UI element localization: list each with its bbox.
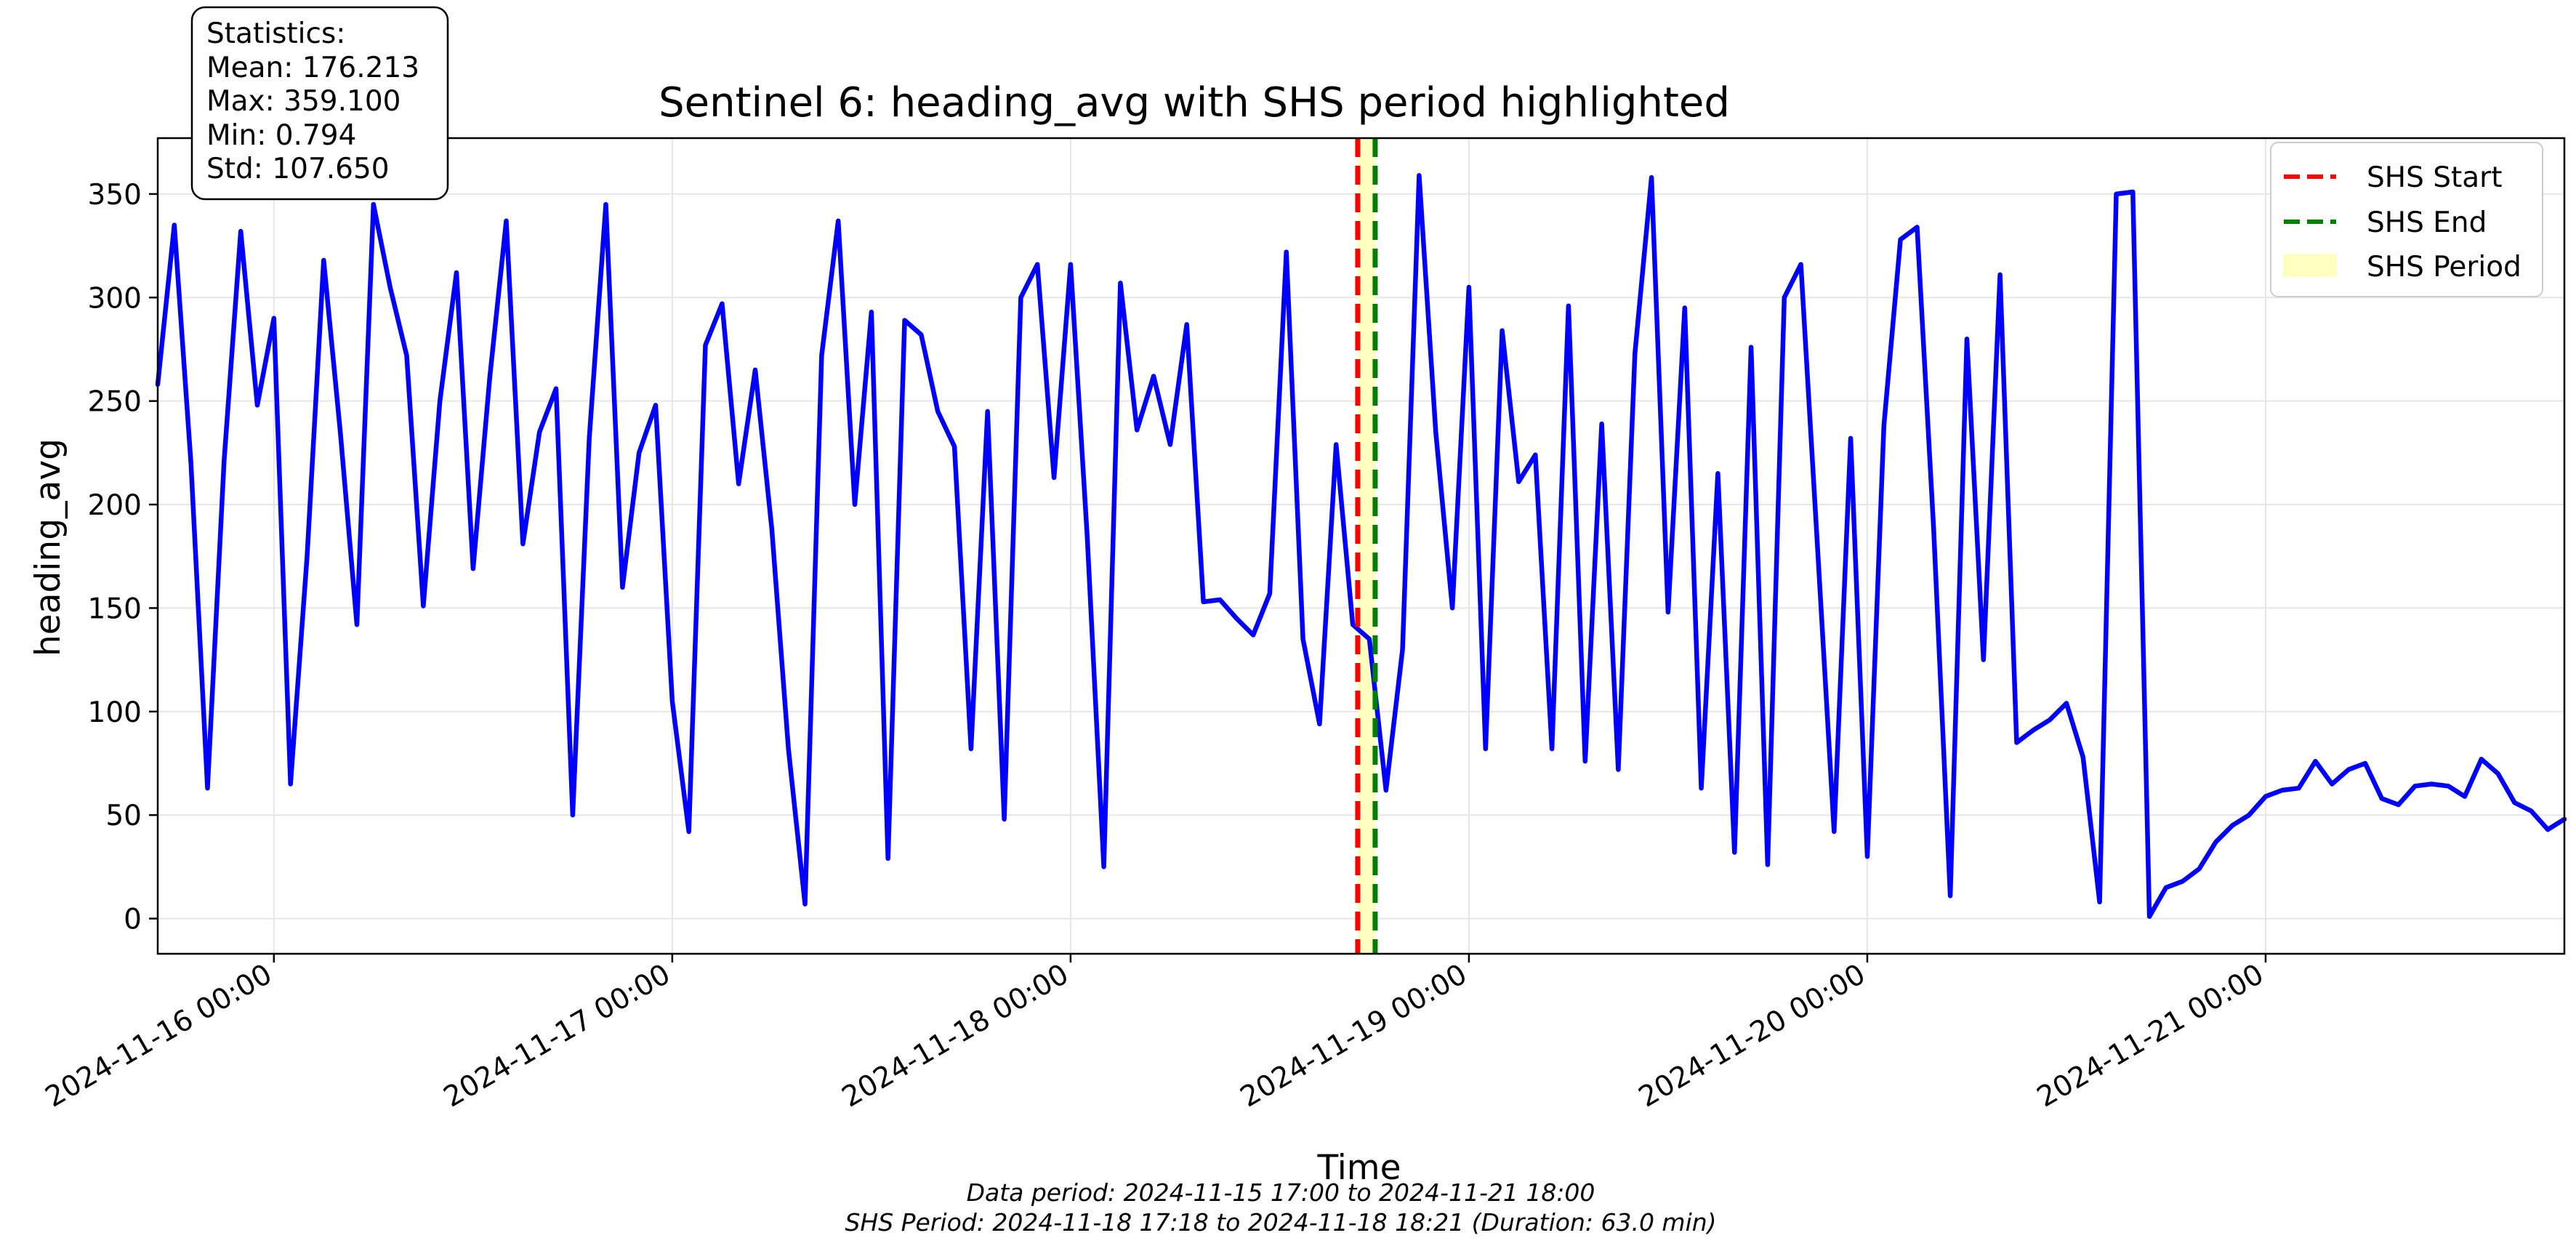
- x-tick-label: 2024-11-18 00:00: [837, 958, 1074, 1114]
- legend-swatch-shs-period: [2283, 254, 2337, 277]
- y-tick-label: 300: [88, 282, 142, 315]
- legend-box: [2270, 142, 2543, 297]
- footnote-data-period: Data period: 2024-11-15 17:00 to 2024-11…: [967, 1178, 1595, 1207]
- legend-label-shs-period: SHS Period: [2367, 251, 2521, 284]
- y-tick-label: 50: [105, 800, 142, 832]
- chart-title: Sentinel 6: heading_avg with SHS period …: [659, 79, 1730, 126]
- stats-std: Std: 107.650: [206, 153, 390, 185]
- y-tick-label: 0: [124, 904, 142, 936]
- stats-min: Min: 0.794: [206, 119, 356, 152]
- stats-title: Statistics:: [206, 17, 345, 50]
- x-tick-label: 2024-11-16 00:00: [40, 958, 278, 1114]
- x-axis-label: Time: [1316, 1148, 1401, 1188]
- legend: SHS Start SHS End SHS Period: [2270, 142, 2543, 297]
- data-layer: [155, 173, 2567, 919]
- stats-max: Max: 359.100: [206, 85, 401, 118]
- statistics-box: Statistics: Mean: 176.213 Max: 359.100 M…: [190, 6, 449, 201]
- legend-label-shs-start: SHS Start: [2367, 161, 2503, 194]
- statistics-box-frame: [190, 6, 449, 201]
- legend-label-shs-end: SHS End: [2367, 206, 2487, 239]
- y-axis-label: heading_avg: [28, 438, 68, 656]
- footnote-shs-period: SHS Period: 2024-11-18 17:18 to 2024-11-…: [845, 1208, 1716, 1237]
- y-tick-label: 150: [88, 592, 142, 625]
- x-tick-label: 2024-11-19 00:00: [1235, 958, 1473, 1114]
- stats-mean: Mean: 176.213: [206, 52, 419, 84]
- axis-ticks: 0 50 100 150 200 250 300 350 2024-11-16 00:00 202…: [40, 179, 2269, 1114]
- y-tick-label: 250: [88, 386, 142, 419]
- y-tick-label: 350: [88, 179, 142, 212]
- series-line: [155, 173, 2567, 919]
- x-tick-label: 2024-11-21 00:00: [2032, 958, 2269, 1114]
- y-tick-label: 200: [88, 489, 142, 522]
- shs-period-band: [1357, 138, 1375, 954]
- plot-frame: [156, 137, 2566, 955]
- y-tick-label: 100: [88, 696, 142, 729]
- x-tick-label: 2024-11-20 00:00: [1633, 958, 1871, 1114]
- x-tick-label: 2024-11-17 00:00: [438, 958, 676, 1114]
